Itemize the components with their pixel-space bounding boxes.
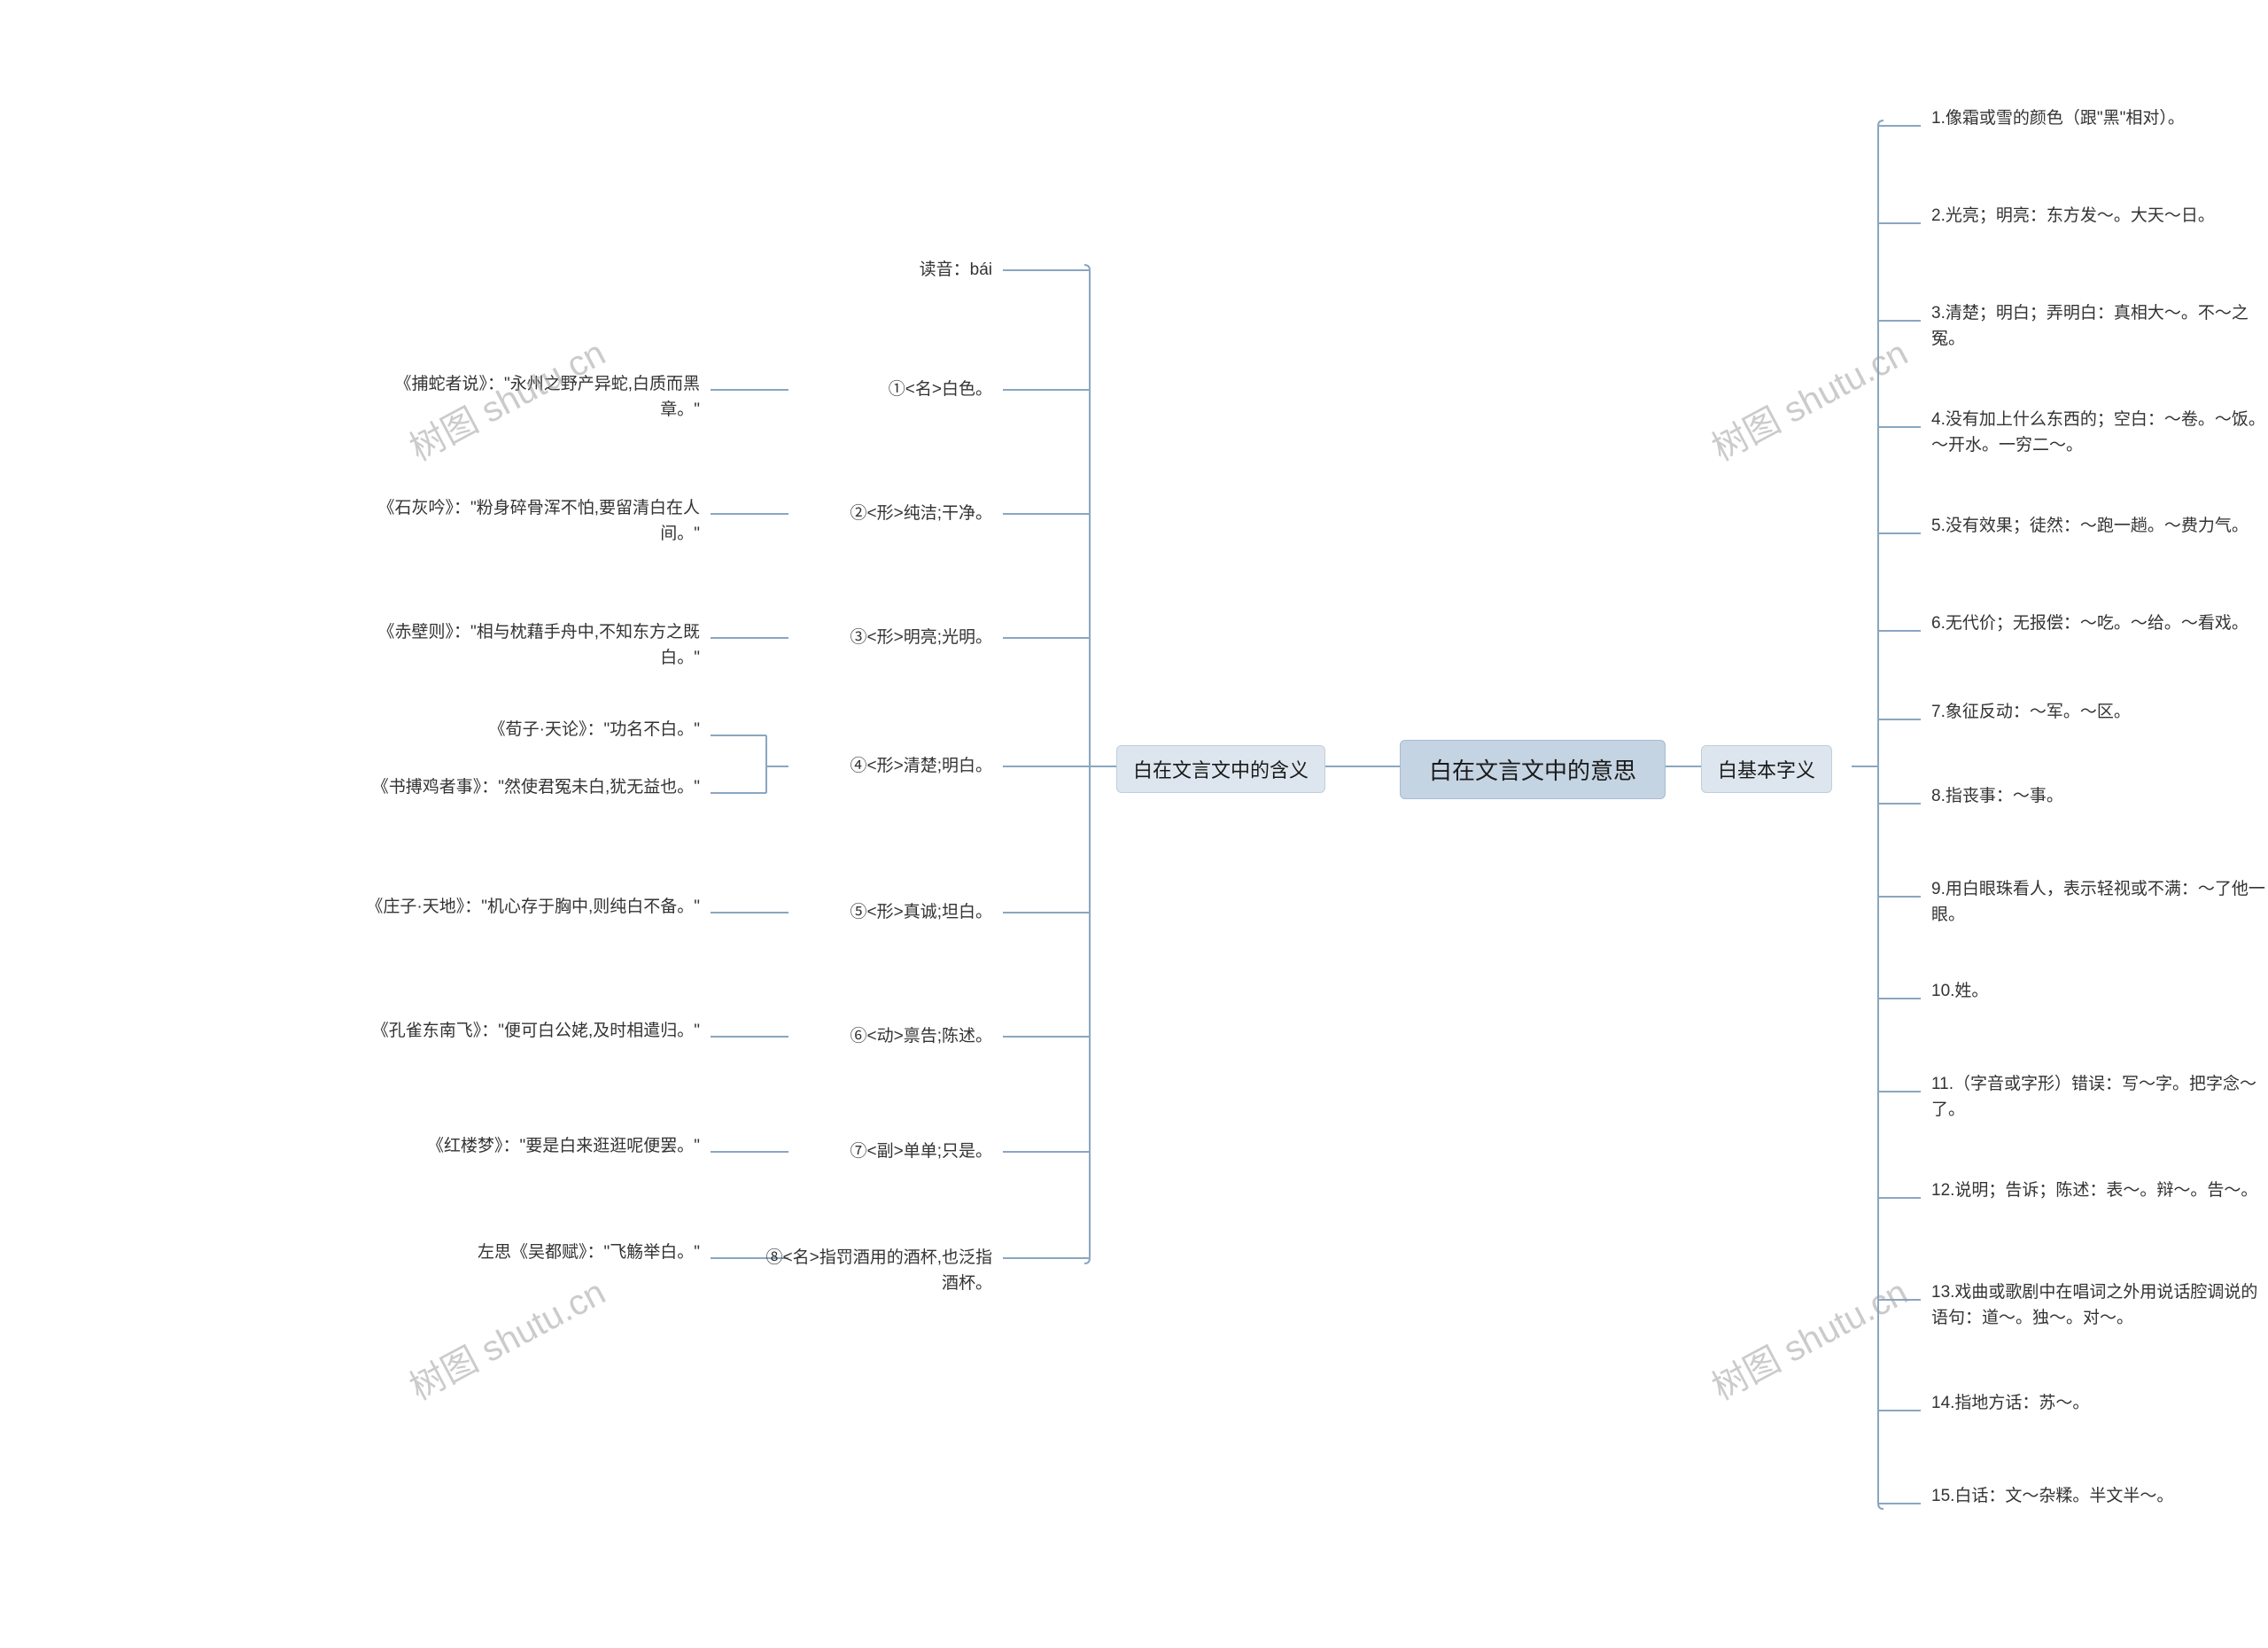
left-outer-leaf: 《赤壁则》："相与枕藉手舟中,不知东方之既白。" (363, 620, 700, 671)
left-outer-leaf: 《孔雀东南飞》："便可白公姥,及时相遣归。" (372, 1019, 700, 1045)
connector-layer (0, 0, 2268, 1648)
right-leaf: 3.清楚；明白；弄明白：真相大～。不～之冤。 (1931, 301, 2268, 352)
watermark: 树图 shutu.cn (1702, 1264, 1915, 1411)
left-inner-leaf: ①<名>白色。 (889, 377, 992, 403)
right-leaf: 8.指丧事：～事。 (1931, 784, 2063, 810)
watermark: 树图 shutu.cn (1702, 325, 1915, 471)
left-outer-leaf: 左思《吴都赋》："飞觞举白。" (478, 1240, 700, 1266)
right-leaf: 11.（字音或字形）错误：写～字。把字念～了。 (1931, 1072, 2268, 1123)
left-inner-leaf: ②<形>纯洁;干净。 (850, 501, 992, 527)
branch-right-label: 白基本字义 (1718, 755, 1815, 783)
branch-left-label: 白在文言文中的含义 (1133, 755, 1309, 783)
left-outer-leaf: 《庄子·天地》："机心存于胸中,则纯白不备。" (366, 895, 700, 921)
mindmap-canvas: 白在文言文中的意思 白在文言文中的含义 白基本字义 1.像霜或雪的颜色（跟"黑"… (0, 0, 2268, 1648)
left-inner-leaf: ⑧<名>指罚酒用的酒杯,也泛指酒杯。 (762, 1246, 992, 1296)
right-leaf: 14.指地方话：苏～。 (1931, 1391, 2089, 1417)
branch-right: 白基本字义 (1701, 745, 1832, 793)
right-leaf: 9.用白眼珠看人，表示轻视或不满：～了他一眼。 (1931, 877, 2268, 928)
left-outer-leaf: 《书搏鸡者事》："然使君冤未白,犹无益也。" (372, 775, 700, 801)
left-outer-leaf: 《红楼梦》："要是白来逛逛呢便罢。" (427, 1134, 700, 1160)
right-leaf: 4.没有加上什么东西的；空白：～卷。～饭。～开水。一穷二～。 (1931, 408, 2268, 458)
right-leaf: 2.光亮；明亮：东方发～。大天～日。 (1931, 204, 2215, 229)
left-inner-leaf: ⑥<动>禀告;陈述。 (850, 1024, 992, 1050)
root-node: 白在文言文中的意思 (1400, 740, 1666, 799)
watermark: 树图 shutu.cn (400, 1264, 613, 1411)
left-inner-leaf: ④<形>清楚;明白。 (850, 754, 992, 780)
left-inner-leaf: ⑦<副>单单;只是。 (850, 1139, 992, 1165)
right-leaf: 15.白话：文～杂糅。半文半～。 (1931, 1484, 2173, 1510)
left-inner-leaf: ③<形>明亮;光明。 (850, 626, 992, 651)
right-leaf: 13.戏曲或歌剧中在唱词之外用说话腔调说的语句：道～。独～。对～。 (1931, 1280, 2268, 1331)
right-leaf: 12.说明；告诉；陈述：表～。辩～。告～。 (1931, 1178, 2257, 1204)
branch-left: 白在文言文中的含义 (1116, 745, 1325, 793)
left-outer-leaf: 《捕蛇者说》："永州之野产异蛇,白质而黑章。" (363, 372, 700, 423)
left-inner-leaf: 读音：bái (920, 258, 992, 284)
left-outer-leaf: 《石灰吟》："粉身碎骨浑不怕,要留清白在人间。" (363, 496, 700, 547)
right-leaf: 6.无代价；无报偿：～吃。～给。～看戏。 (1931, 611, 2249, 637)
right-leaf: 1.像霜或雪的颜色（跟"黑"相对）。 (1931, 106, 2185, 132)
right-leaf: 10.姓。 (1931, 979, 1988, 1005)
right-leaf: 5.没有效果；徒然：～跑一趟。～费力气。 (1931, 514, 2249, 540)
left-inner-leaf: ⑤<形>真诚;坦白。 (850, 900, 992, 926)
right-leaf: 7.象征反动：～军。～区。 (1931, 700, 2131, 726)
left-outer-leaf: 《荀子·天论》："功名不白。" (489, 718, 700, 743)
root-label: 白在文言文中的意思 (1429, 753, 1636, 786)
